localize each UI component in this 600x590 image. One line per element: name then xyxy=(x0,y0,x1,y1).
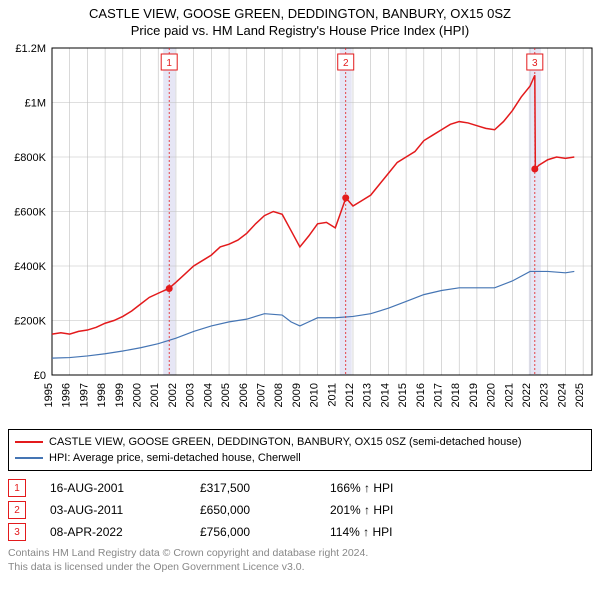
legend-item: CASTLE VIEW, GOOSE GREEN, DEDDINGTON, BA… xyxy=(15,434,585,450)
svg-text:2001: 2001 xyxy=(149,383,161,407)
svg-text:£200K: £200K xyxy=(14,316,46,328)
svg-text:2006: 2006 xyxy=(238,383,250,407)
svg-text:2014: 2014 xyxy=(379,383,391,407)
sale-price: £650,000 xyxy=(200,503,330,517)
svg-text:2002: 2002 xyxy=(167,383,179,407)
svg-text:2020: 2020 xyxy=(486,383,498,407)
svg-text:1999: 1999 xyxy=(114,383,126,407)
svg-text:2007: 2007 xyxy=(255,383,267,407)
svg-text:2015: 2015 xyxy=(397,383,409,407)
sale-hpi-pct: 201% ↑ HPI xyxy=(330,503,393,517)
title-subtitle: Price paid vs. HM Land Registry's House … xyxy=(0,23,600,38)
sale-marker-box: 1 xyxy=(8,479,26,497)
svg-text:2003: 2003 xyxy=(185,383,197,407)
chart-area: £0 £200K £400K £600K £800K £1M £1.2M 1995 1996 19… xyxy=(0,40,600,425)
svg-text:2005: 2005 xyxy=(220,383,232,407)
footer-attribution: Contains HM Land Registry data © Crown c… xyxy=(8,547,592,574)
svg-text:2018: 2018 xyxy=(450,383,462,407)
footer-line: Contains HM Land Registry data © Crown c… xyxy=(8,547,592,561)
legend-swatch xyxy=(15,457,43,459)
svg-text:2019: 2019 xyxy=(468,383,480,407)
svg-text:2: 2 xyxy=(343,58,349,69)
sale-price: £756,000 xyxy=(200,525,330,539)
legend-box: CASTLE VIEW, GOOSE GREEN, DEDDINGTON, BA… xyxy=(8,429,592,471)
svg-text:2004: 2004 xyxy=(202,383,214,407)
svg-text:2017: 2017 xyxy=(433,383,445,407)
sale-row: 3 08-APR-2022 £756,000 114% ↑ HPI xyxy=(8,521,592,543)
figure-container: CASTLE VIEW, GOOSE GREEN, DEDDINGTON, BA… xyxy=(0,0,600,574)
title-block: CASTLE VIEW, GOOSE GREEN, DEDDINGTON, BA… xyxy=(0,0,600,40)
svg-text:£800K: £800K xyxy=(14,152,46,164)
svg-text:2013: 2013 xyxy=(362,383,374,407)
sale-marker-box: 2 xyxy=(8,501,26,519)
svg-text:£1.2M: £1.2M xyxy=(15,43,46,55)
sale-date: 16-AUG-2001 xyxy=(50,481,200,495)
svg-text:£400K: £400K xyxy=(14,261,46,273)
legend-label: HPI: Average price, semi-detached house,… xyxy=(49,452,301,464)
svg-text:2010: 2010 xyxy=(309,383,321,407)
sale-marker-box: 3 xyxy=(8,523,26,541)
svg-text:2000: 2000 xyxy=(132,383,144,407)
sale-date: 08-APR-2022 xyxy=(50,525,200,539)
svg-text:2016: 2016 xyxy=(415,383,427,407)
svg-text:£0: £0 xyxy=(34,370,46,382)
svg-text:2008: 2008 xyxy=(273,383,285,407)
svg-text:2025: 2025 xyxy=(574,383,586,407)
svg-text:1995: 1995 xyxy=(43,383,55,407)
svg-text:£1M: £1M xyxy=(25,98,46,110)
svg-text:1997: 1997 xyxy=(78,383,90,407)
sale-row: 1 16-AUG-2001 £317,500 166% ↑ HPI xyxy=(8,477,592,499)
legend-label: CASTLE VIEW, GOOSE GREEN, DEDDINGTON, BA… xyxy=(49,436,522,448)
footer-line: This data is licensed under the Open Gov… xyxy=(8,561,592,575)
svg-text:£600K: £600K xyxy=(14,207,46,219)
svg-text:2023: 2023 xyxy=(539,383,551,407)
svg-text:2012: 2012 xyxy=(344,383,356,407)
svg-text:2021: 2021 xyxy=(503,383,515,407)
svg-text:2009: 2009 xyxy=(291,383,303,407)
sale-date: 03-AUG-2011 xyxy=(50,503,200,517)
legend-item: HPI: Average price, semi-detached house,… xyxy=(15,450,585,466)
svg-text:1996: 1996 xyxy=(61,383,73,407)
sale-price: £317,500 xyxy=(200,481,330,495)
chart-svg: £0 £200K £400K £600K £800K £1M £1.2M 1995 1996 19… xyxy=(0,40,600,425)
sale-row: 2 03-AUG-2011 £650,000 201% ↑ HPI xyxy=(8,499,592,521)
svg-text:2022: 2022 xyxy=(521,383,533,407)
svg-text:2024: 2024 xyxy=(556,383,568,407)
svg-text:1998: 1998 xyxy=(96,383,108,407)
title-address: CASTLE VIEW, GOOSE GREEN, DEDDINGTON, BA… xyxy=(0,6,600,21)
svg-text:2011: 2011 xyxy=(326,383,338,407)
sale-hpi-pct: 166% ↑ HPI xyxy=(330,481,393,495)
sale-hpi-pct: 114% ↑ HPI xyxy=(330,525,392,539)
svg-text:3: 3 xyxy=(532,58,538,69)
legend-swatch xyxy=(15,441,43,443)
sales-table: 1 16-AUG-2001 £317,500 166% ↑ HPI 2 03-A… xyxy=(8,477,592,543)
svg-text:1: 1 xyxy=(166,58,172,69)
